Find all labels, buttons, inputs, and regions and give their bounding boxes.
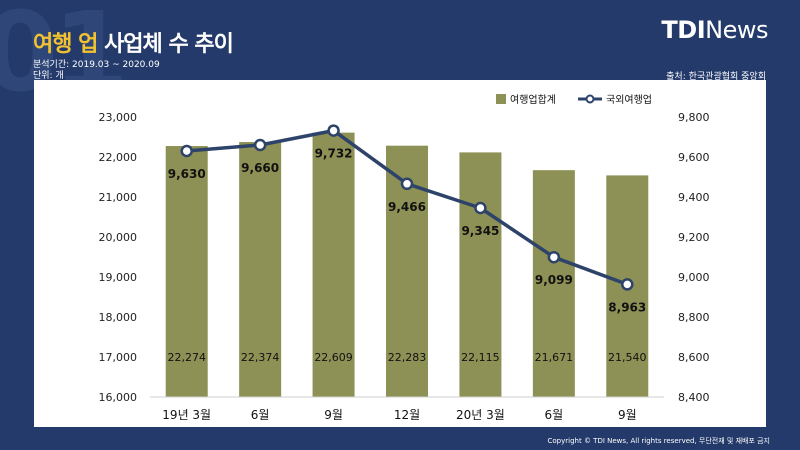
y-left-tick-label: 21,000 (99, 191, 138, 204)
x-tick-label: 6월 (251, 408, 270, 422)
legend: 여행업합계 국외여행업 (496, 93, 652, 106)
y-right-tick-label: 9,800 (678, 111, 710, 124)
line-value-label: 9,630 (168, 167, 206, 181)
line-point (327, 124, 340, 137)
page-title: 여행 업 사업체 수 추이 (33, 26, 234, 58)
legend-bar-swatch (496, 94, 506, 104)
y-right-tick-label: 9,600 (678, 151, 710, 164)
bar-value-label: 21,540 (608, 351, 647, 364)
title-highlight: 여행 업 (33, 32, 98, 57)
line-series (180, 124, 634, 291)
x-tick-label: 9월 (618, 408, 637, 422)
x-tick-label: 12월 (394, 408, 420, 422)
line-value-label: 9,345 (461, 224, 499, 238)
category-labels: 19년 3월 6월 9월 12월 20년 3월 6월 9월 (162, 408, 636, 422)
x-tick-label: 6월 (545, 408, 564, 422)
line-point (180, 144, 193, 158)
y-left-tick-label: 19,000 (99, 271, 138, 284)
y-right-tick-label: 8,600 (678, 351, 710, 364)
x-tick-label: 19년 3월 (162, 408, 211, 422)
bar (532, 170, 575, 397)
y-right-tick-label: 9,000 (678, 271, 710, 284)
line-value-label: 9,660 (241, 161, 279, 175)
line-value-label: 8,963 (608, 300, 646, 314)
bar (312, 132, 355, 397)
y-right-tick-label: 8,800 (678, 311, 710, 324)
y-left-tick-label: 23,000 (99, 111, 138, 124)
left-axis: 16,000 17,000 18,000 19,000 20,000 21,000 22,0… (99, 111, 138, 404)
bar-value-label: 22,374 (241, 351, 280, 364)
bar-value-label: 22,274 (167, 351, 206, 364)
y-left-tick-label: 18,000 (99, 311, 138, 324)
legend-bar-label: 여행업합계 (510, 93, 556, 106)
title-rest: 사업체 수 추이 (104, 32, 234, 57)
right-axis: 8,400 8,600 8,800 9,000 9,200 9,400 9,600 9,800 (678, 111, 710, 404)
copyright-text: Copyright © TDI News, All rights reserve… (547, 437, 770, 445)
unit-label: 단위: 개 (33, 71, 64, 81)
y-left-tick-label: 17,000 (99, 351, 138, 364)
line-value-label: 9,732 (315, 147, 353, 161)
y-left-tick-label: 20,000 (99, 231, 138, 244)
line-value-label: 9,099 (535, 273, 573, 287)
bar-value-label: 21,671 (535, 351, 574, 364)
line-point (253, 138, 267, 152)
bar-value-label: 22,609 (314, 351, 353, 364)
combo-chart: 16,000 17,000 18,000 19,000 20,000 21,000 22,0… (99, 93, 710, 422)
logo-news: News (705, 16, 768, 44)
tdi-news-logo: TDINews (661, 16, 768, 44)
line-point (621, 278, 634, 291)
y-right-tick-label: 9,200 (678, 231, 710, 244)
line-point (400, 177, 414, 191)
y-right-tick-label: 9,400 (678, 191, 710, 204)
x-tick-label: 9월 (324, 408, 343, 422)
source-label: 출처: 한국관광협회 중앙회 (666, 72, 766, 82)
bar-series (165, 132, 649, 397)
x-tick-label: 20년 3월 (456, 408, 505, 422)
line-value-label: 9,466 (388, 200, 426, 214)
bar-value-label: 22,115 (461, 351, 500, 364)
bar (239, 142, 282, 397)
legend-line-marker (585, 94, 595, 104)
bar (165, 146, 208, 397)
line-point (547, 250, 561, 264)
logo-tdi: TDI (661, 16, 706, 44)
analysis-period: 분석기간: 2019.03 ~ 2020.09 (33, 60, 160, 70)
y-left-tick-label: 22,000 (99, 151, 138, 164)
legend-line-label: 국외여행업 (606, 93, 652, 106)
chart-panel: 16,000 17,000 18,000 19,000 20,000 21,000 22,0… (34, 80, 766, 427)
y-left-tick-label: 16,000 (99, 391, 138, 404)
bar-value-labels: 22,274 22,374 22,609 22,283 22,115 21,671 21,5… (167, 351, 646, 364)
bar-value-label: 22,283 (388, 351, 427, 364)
y-right-tick-label: 8,400 (678, 391, 710, 404)
bar (459, 152, 502, 397)
line-point (474, 201, 487, 215)
line-value-labels: 9,630 9,660 9,732 9,466 9,345 9,099 8,963 (168, 147, 647, 315)
